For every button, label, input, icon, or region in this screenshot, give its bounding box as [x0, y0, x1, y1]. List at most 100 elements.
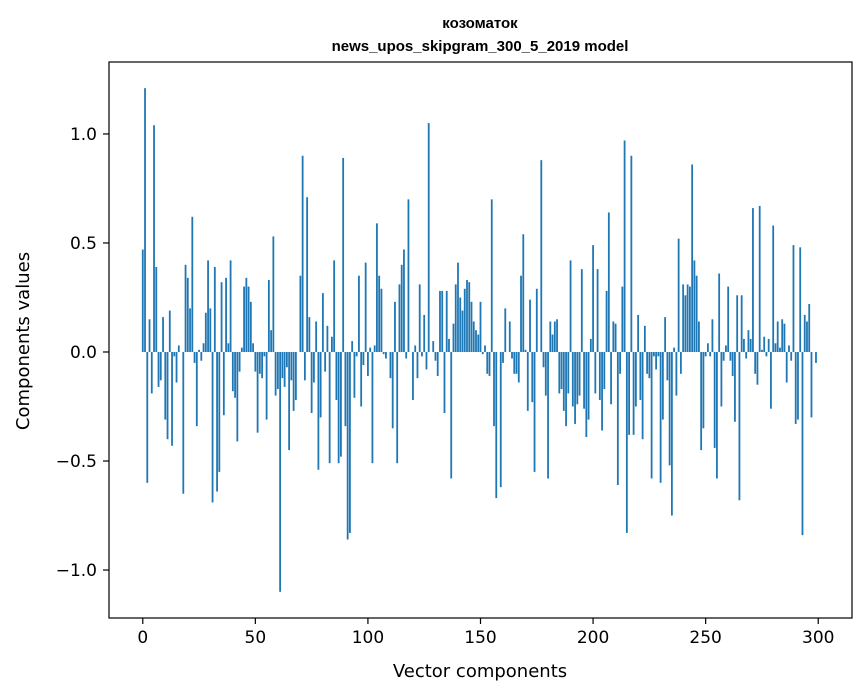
bar-283 [779, 347, 781, 352]
bar-169 [522, 234, 525, 352]
bar-211 [616, 351, 619, 485]
bar-77 [315, 321, 318, 352]
bar-289 [792, 245, 795, 352]
bar-95 [355, 351, 358, 357]
bar-43 [238, 351, 241, 372]
bar-141 [459, 297, 462, 352]
bar-46 [245, 277, 248, 352]
bar-24 [195, 351, 198, 427]
bar-186 [560, 351, 563, 390]
bar-38 [227, 343, 230, 352]
bar-244 [691, 164, 694, 352]
bar-267 [743, 338, 745, 352]
bar-98 [362, 351, 365, 366]
bar-102 [371, 351, 374, 464]
x-tick-label: 250 [689, 628, 721, 648]
bar-55 [265, 351, 268, 420]
bar-168 [520, 275, 522, 352]
bar-147 [472, 321, 475, 352]
bar-192 [574, 351, 576, 424]
bar-277 [765, 351, 768, 357]
bar-50 [254, 351, 257, 372]
bar-53 [261, 351, 263, 379]
bar-284 [781, 319, 784, 352]
bar-226 [650, 351, 653, 479]
bar-234 [668, 351, 671, 466]
bar-92 [349, 351, 351, 533]
bar-82 [326, 325, 329, 352]
bar-37 [225, 277, 227, 352]
bar-221 [639, 351, 642, 400]
bar-140 [457, 262, 459, 352]
bar-295 [806, 321, 808, 352]
y-tick-label: 0.0 [70, 343, 97, 363]
bar-207 [607, 212, 610, 352]
bar-214 [623, 140, 626, 352]
bar-172 [529, 299, 531, 352]
bar-236 [673, 347, 676, 352]
bar-258 [722, 351, 725, 361]
bar-247 [698, 321, 700, 352]
bar-12 [168, 310, 171, 352]
x-axis-ticks: 0 50 100 150 200 250 300 [137, 618, 834, 648]
bar-220 [637, 314, 640, 352]
bar-164 [511, 351, 513, 359]
bar-296 [808, 304, 811, 352]
bar-217 [630, 155, 633, 352]
bar-99 [364, 262, 367, 352]
y-tick-label: −0.5 [56, 452, 97, 472]
bar-223 [643, 325, 646, 352]
bar-238 [677, 238, 680, 352]
bar-274 [758, 205, 761, 352]
bar-44 [240, 347, 243, 352]
bar-255 [716, 351, 718, 479]
bar-232 [664, 317, 667, 352]
bar-90 [344, 351, 347, 427]
bar-48 [249, 301, 252, 352]
bar-227 [652, 351, 655, 357]
bar-94 [353, 351, 356, 398]
bar-112 [394, 301, 396, 352]
bar-197 [585, 351, 588, 438]
bar-79 [319, 351, 322, 418]
bar-276 [763, 336, 766, 352]
bar-202 [596, 269, 599, 352]
bar-225 [648, 351, 651, 379]
bar-75 [310, 351, 313, 414]
bar-4 [150, 351, 153, 394]
bar-13 [171, 351, 173, 446]
bar-9 [162, 317, 164, 352]
bar-5 [153, 125, 155, 352]
bar-143 [463, 288, 466, 352]
bar-52 [258, 351, 261, 374]
bar-45 [243, 286, 245, 352]
bar-60 [276, 351, 279, 390]
bar-248 [700, 351, 703, 451]
bar-134 [443, 351, 446, 414]
bar-116 [403, 249, 405, 352]
bar-177 [540, 160, 543, 352]
bar-278 [767, 338, 770, 352]
bar-254 [713, 351, 716, 448]
x-tick-label: 50 [245, 628, 267, 648]
bars-group [141, 88, 817, 592]
bar-91 [346, 351, 349, 540]
bar-64 [285, 351, 288, 368]
bar-195 [580, 269, 583, 352]
bar-269 [747, 330, 750, 352]
bar-145 [468, 282, 471, 352]
bar-29 [207, 260, 209, 352]
bar-139 [454, 284, 457, 352]
bar-193 [576, 351, 579, 405]
bar-152 [484, 345, 486, 352]
bar-249 [702, 351, 705, 429]
bar-83 [328, 351, 331, 464]
bar-209 [612, 321, 615, 352]
bar-235 [670, 351, 673, 516]
bar-206 [605, 290, 608, 352]
bar-243 [688, 286, 691, 352]
bar-80 [321, 293, 324, 352]
bar-66 [290, 351, 293, 381]
bar-88 [340, 351, 342, 457]
bar-156 [493, 351, 495, 427]
